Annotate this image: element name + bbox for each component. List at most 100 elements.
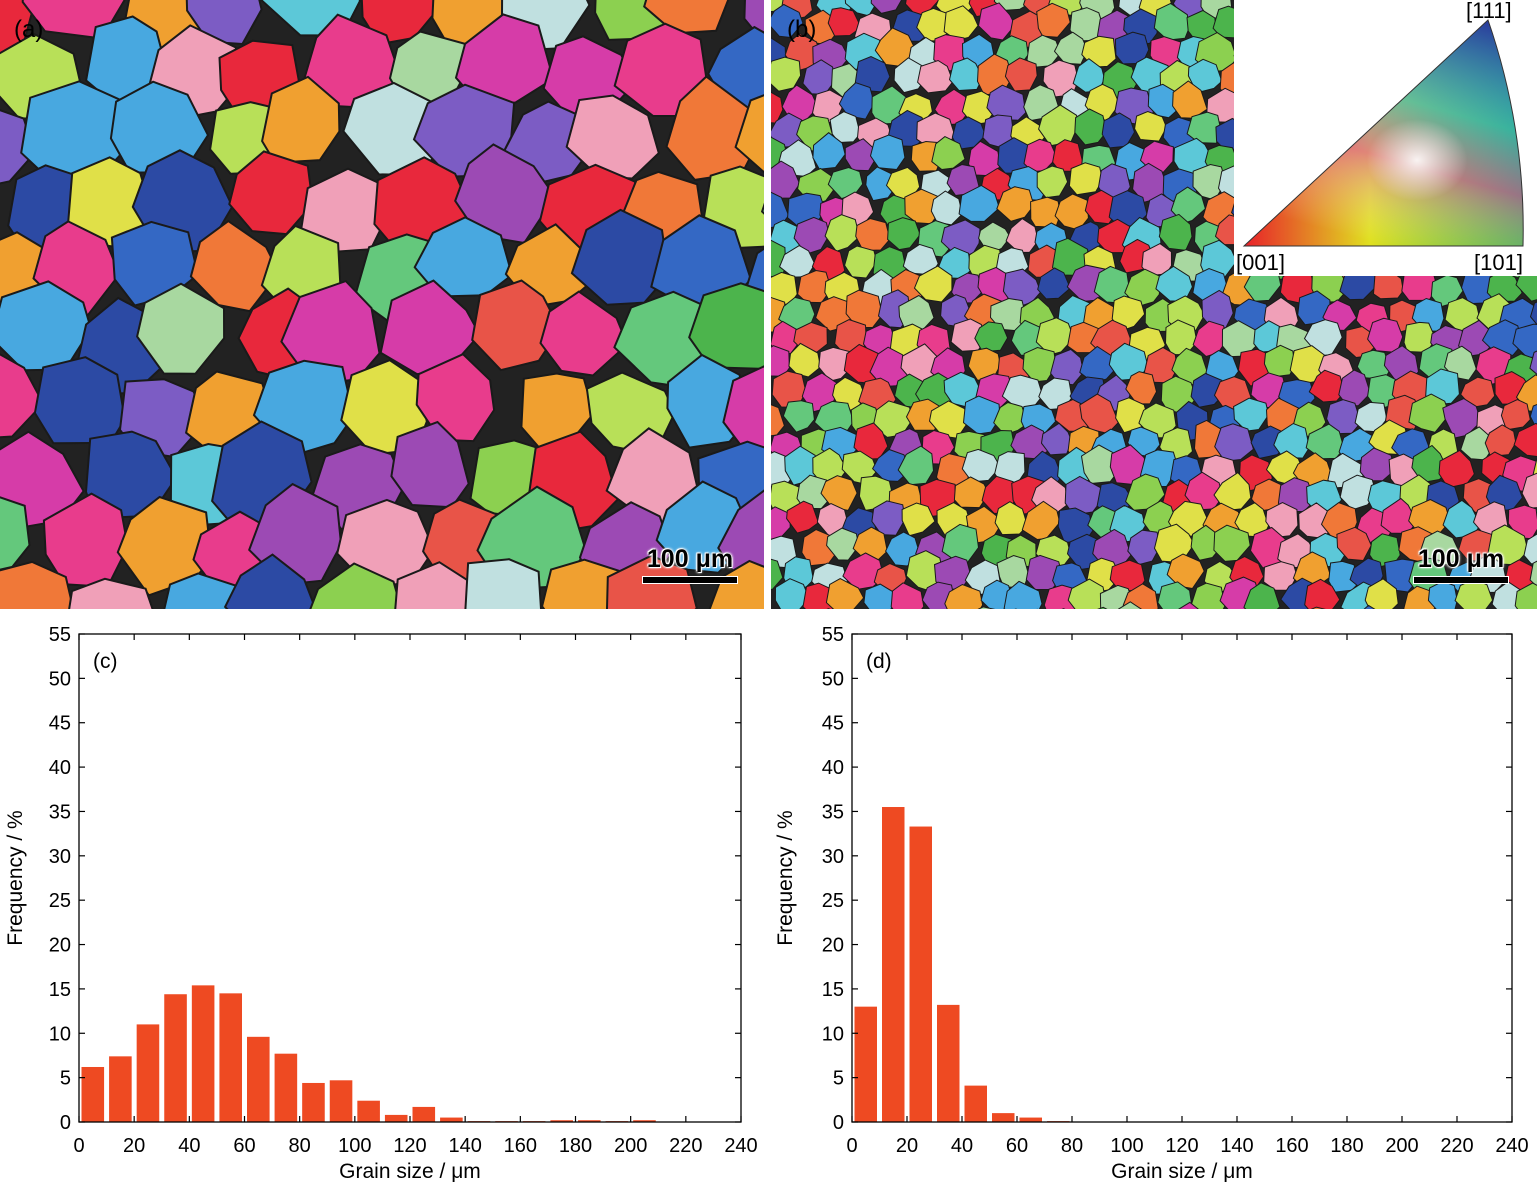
y-tick-label: 20 [822,935,844,957]
x-tick-label: 220 [669,1135,702,1157]
scale-bar-line-b [1413,576,1509,584]
histogram-c: 0 5 10 15 20 25 30 35 40 45 50 55 0 20 40 60 80 100 120 140… [0,612,768,1194]
histogram-bar [357,1101,380,1122]
x-tick-label: 180 [559,1135,592,1157]
ipf-color-key: [111] [001] [101] [1234,0,1537,276]
x-tick-label: 240 [1495,1135,1528,1157]
x-tick-label: 120 [1165,1135,1198,1157]
grain [856,219,890,251]
histogram-bar [302,1083,325,1122]
y-tick-label: 55 [49,624,71,646]
histogram-bar [82,1067,105,1122]
scale-bar-a: 100 μm [642,545,738,584]
histogram-bar [937,1005,960,1122]
histogram-bar [192,985,215,1122]
ebsd-map-b: (b) 100 μm [771,0,1537,609]
ebsd-map-a: (a) 100 μm [0,0,764,609]
x-tick-label: 160 [1275,1135,1308,1157]
y-tick-label: 40 [49,757,71,779]
histogram-bar [247,1037,270,1122]
histogram-d-svg: 0 5 10 15 20 25 30 35 40 45 50 55 0 20 40 60 80 100 120 140… [768,612,1537,1194]
ipf-label-001: [001] [1236,250,1285,276]
y-tick-label: 0 [833,1112,844,1134]
x-tick-label: 140 [1220,1135,1253,1157]
y-tick-label: 50 [822,668,844,690]
scale-bar-line-a [642,576,738,584]
y-tick-label: 25 [49,890,71,912]
histogram-bar [910,827,933,1122]
y-tick-label: 5 [833,1068,844,1090]
y-tick-label: 40 [822,757,844,779]
histogram-bar [413,1107,436,1122]
histogram-bar [1020,1118,1043,1122]
ipf-label-111: [111] [1466,0,1512,24]
histogram-bar [164,994,187,1122]
y-tick-label: 45 [822,713,844,735]
y-tick-label: 10 [49,1023,71,1045]
x-axis-label: Grain size / μm [1111,1160,1253,1183]
y-tick-label: 45 [49,713,71,735]
x-tick-label: 240 [724,1135,757,1157]
x-tick-label: 140 [448,1135,481,1157]
x-tick-label: 220 [1440,1135,1473,1157]
y-tick-label: 25 [822,890,844,912]
y-tick-label: 0 [60,1112,71,1134]
y-axis-label: Frequency / % [774,810,797,945]
histogram-bar [219,993,242,1122]
grain-cells [0,0,764,609]
x-axis-label: Grain size / μm [339,1160,481,1183]
grain-map-a [0,0,764,609]
histogram-bar [385,1115,408,1122]
histogram-bar [440,1118,463,1122]
x-tick-label: 100 [338,1135,371,1157]
x-tick-label: 60 [1006,1135,1028,1157]
panel-label: (c) [93,650,118,673]
histogram-bar [109,1056,132,1122]
histogram-bar [992,1113,1015,1122]
histogram-bar [330,1080,353,1122]
ipf-label-101: [101] [1474,250,1523,276]
histogram-bar [855,1007,878,1122]
x-tick-label: 160 [504,1135,537,1157]
x-tick-label: 20 [896,1135,918,1157]
x-tick-label: 200 [1385,1135,1418,1157]
y-axis-label: Frequency / % [4,810,27,945]
x-tick-label: 0 [846,1135,857,1157]
panel-label-a: (a) [14,16,43,44]
histogram-d: 0 5 10 15 20 25 30 35 40 45 50 55 0 20 40 60 80 100 120 140… [768,612,1537,1194]
histogram-c-svg: 0 5 10 15 20 25 30 35 40 45 50 55 0 20 40 60 80 100 120 140… [0,612,768,1194]
x-tick-label: 20 [123,1135,145,1157]
y-tick-label: 35 [49,801,71,823]
ipf-triangle-white-spot [1244,20,1523,246]
panel-label: (d) [866,650,892,673]
scale-bar-label-a: 100 μm [642,545,738,574]
x-tick-label: 100 [1110,1135,1143,1157]
histogram-bar [137,1024,160,1122]
x-tick-label: 40 [178,1135,200,1157]
x-tick-label: 180 [1330,1135,1363,1157]
histogram-bar [965,1086,988,1122]
histogram-bar [275,1054,298,1122]
y-tick-label: 35 [822,801,844,823]
scale-bar-label-b: 100 μm [1413,545,1509,574]
x-tick-label: 0 [73,1135,84,1157]
x-tick-label: 200 [614,1135,647,1157]
y-tick-label: 15 [822,979,844,1001]
y-tick-label: 5 [60,1068,71,1090]
y-tick-label: 30 [49,846,71,868]
histogram-bar [882,807,905,1122]
y-tick-label: 10 [822,1023,844,1045]
y-tick-label: 50 [49,668,71,690]
y-tick-label: 55 [822,624,844,646]
ipf-triangle [1234,0,1537,276]
scale-bar-b: 100 μm [1413,545,1509,584]
x-tick-label: 120 [393,1135,426,1157]
x-tick-label: 80 [289,1135,311,1157]
x-tick-label: 80 [1061,1135,1083,1157]
y-tick-label: 15 [49,979,71,1001]
panel-label-b: (b) [787,16,816,44]
y-tick-label: 30 [822,846,844,868]
x-tick-label: 40 [951,1135,973,1157]
y-tick-label: 20 [49,935,71,957]
x-tick-label: 60 [233,1135,255,1157]
